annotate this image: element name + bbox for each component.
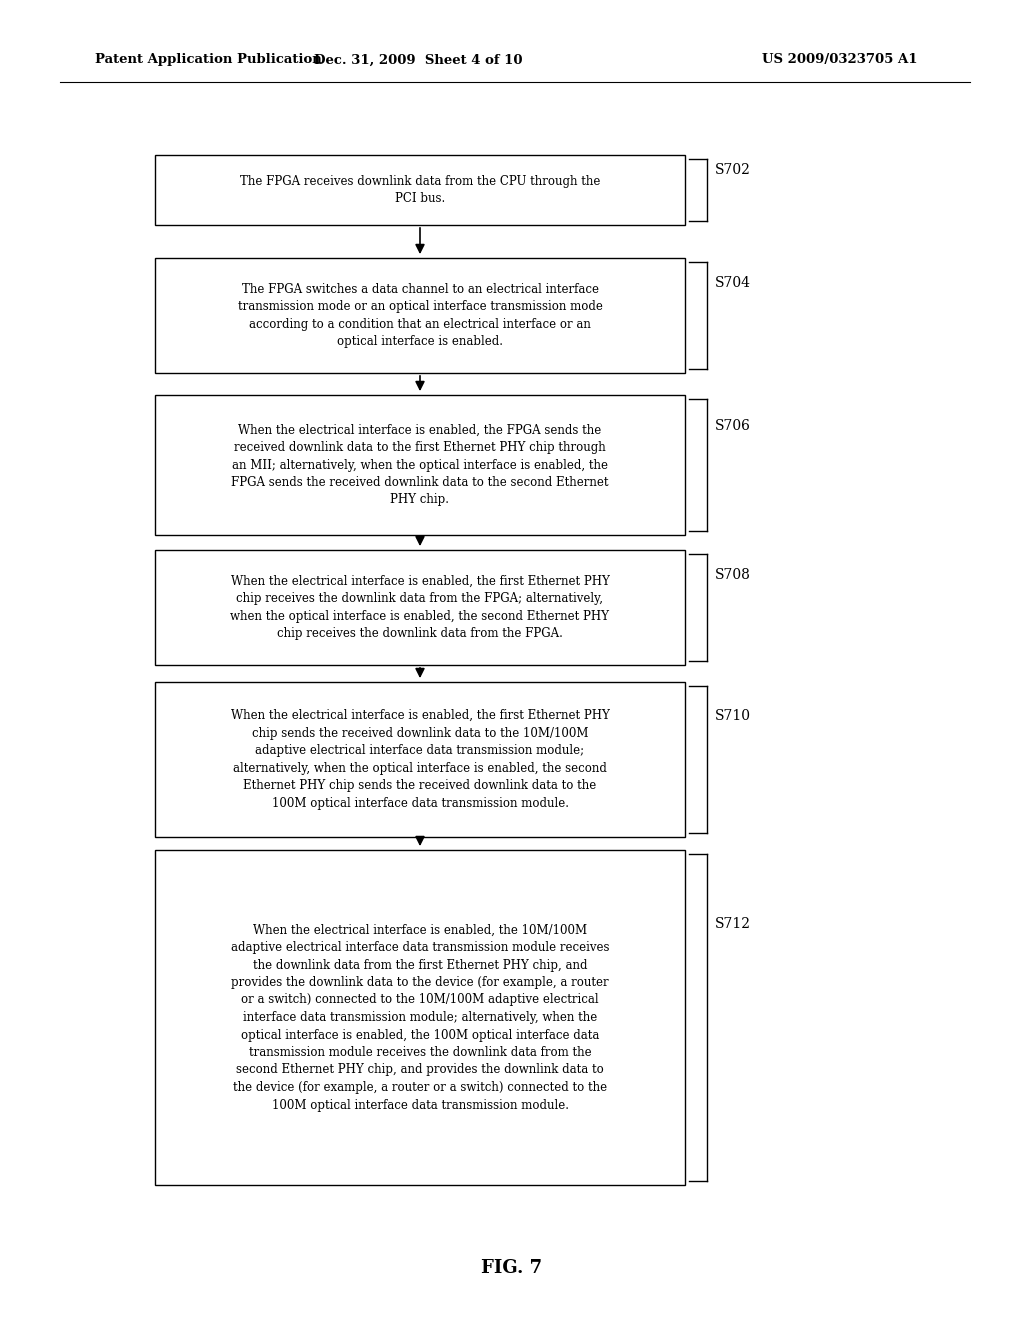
Text: The FPGA switches a data channel to an electrical interface
transmission mode or: The FPGA switches a data channel to an e… [238,282,602,348]
Bar [155,154,685,224]
Text: Patent Application Publication: Patent Application Publication [95,54,322,66]
Text: S702: S702 [715,164,751,177]
Text: Dec. 31, 2009  Sheet 4 of 10: Dec. 31, 2009 Sheet 4 of 10 [313,54,522,66]
Bar [155,550,685,665]
Text: When the electrical interface is enabled, the FPGA sends the
received downlink d: When the electrical interface is enabled… [231,424,608,507]
Text: When the electrical interface is enabled, the 10M/100M
adaptive electrical inter: When the electrical interface is enabled… [230,924,609,1111]
Text: S710: S710 [715,709,751,723]
Text: S704: S704 [715,276,751,290]
Bar [155,257,685,374]
Text: The FPGA receives downlink data from the CPU through the
PCI bus.: The FPGA receives downlink data from the… [240,174,600,205]
Text: S712: S712 [715,916,751,931]
Bar [155,682,685,837]
Text: When the electrical interface is enabled, the first Ethernet PHY
chip receives t: When the electrical interface is enabled… [230,574,609,640]
Text: S706: S706 [715,418,751,433]
Text: When the electrical interface is enabled, the first Ethernet PHY
chip sends the : When the electrical interface is enabled… [230,709,609,809]
Text: FIG. 7: FIG. 7 [481,1259,543,1276]
Text: US 2009/0323705 A1: US 2009/0323705 A1 [762,54,918,66]
Bar [155,850,685,1185]
Text: S708: S708 [715,569,751,582]
Bar [155,395,685,535]
